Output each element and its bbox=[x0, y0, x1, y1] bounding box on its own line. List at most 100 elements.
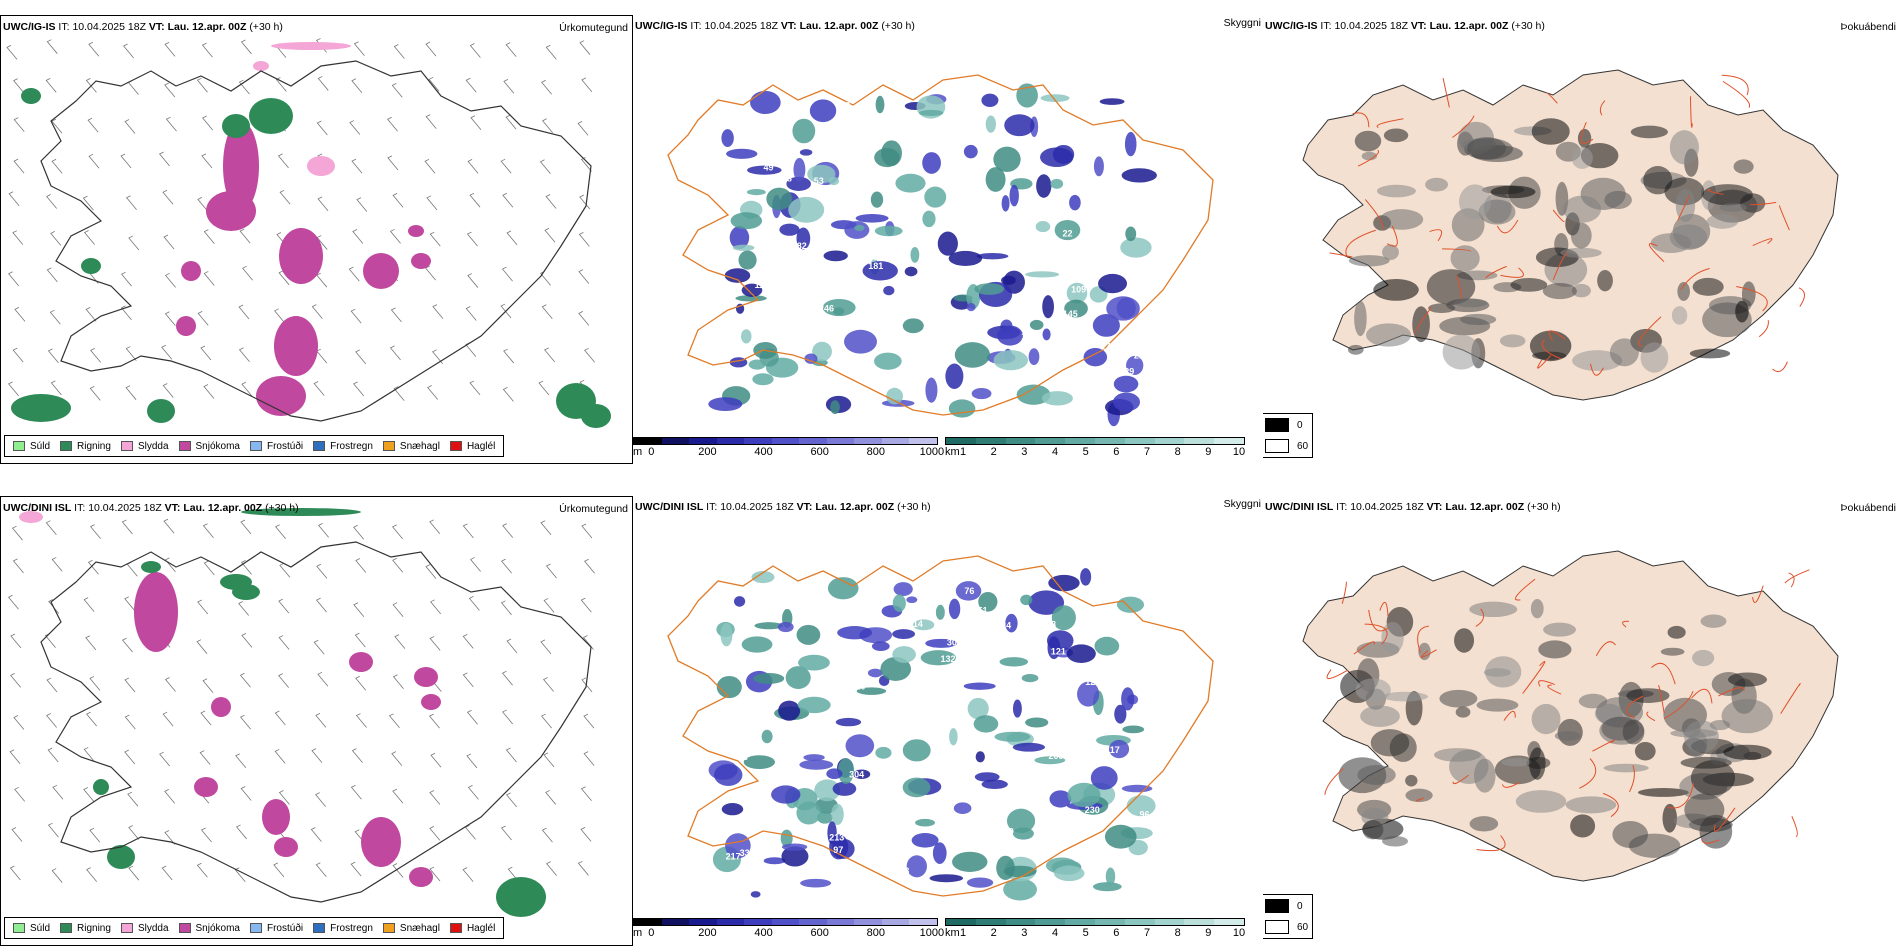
visibility-area bbox=[807, 164, 836, 184]
visibility-value: 107 bbox=[799, 773, 814, 783]
colorbar-swatch bbox=[1214, 438, 1244, 444]
legend-swatch bbox=[382, 441, 395, 451]
wind-barb bbox=[316, 348, 328, 364]
wind-barb bbox=[506, 230, 518, 246]
visibility-area bbox=[913, 619, 935, 631]
wind-barb bbox=[467, 785, 479, 800]
visibility-area bbox=[911, 833, 939, 848]
colorbar-swatch bbox=[1214, 919, 1244, 925]
fog-shade bbox=[1638, 788, 1689, 797]
wind-barb bbox=[13, 78, 25, 93]
visibility-value: 126 bbox=[788, 745, 803, 755]
iceland-outline-bottom bbox=[40, 541, 592, 903]
legend-item: Rigning bbox=[60, 923, 111, 934]
road-line bbox=[1638, 316, 1662, 347]
it-value: 10.04.2025 18Z bbox=[72, 21, 146, 33]
visibility-area bbox=[886, 387, 903, 405]
visibility-area bbox=[975, 751, 985, 763]
wind-barb bbox=[240, 519, 252, 535]
wind-barb bbox=[544, 347, 555, 363]
fog-shade bbox=[1355, 678, 1391, 702]
colorbar-swatch bbox=[744, 919, 772, 925]
precip-area bbox=[147, 399, 175, 423]
fog-swatch bbox=[1265, 418, 1289, 432]
fog-shade bbox=[1531, 118, 1570, 145]
colorbar-tick: 4 bbox=[1051, 927, 1059, 939]
precip-area bbox=[421, 694, 441, 710]
wind-barb bbox=[315, 713, 327, 728]
visibility-area bbox=[785, 666, 811, 690]
visibility-value: 73 bbox=[1075, 606, 1085, 616]
visibility-value: 110 bbox=[851, 682, 866, 692]
fog-shade bbox=[1669, 130, 1699, 165]
wind-barb bbox=[355, 713, 367, 728]
fog-shade bbox=[1455, 706, 1471, 718]
visibility-area bbox=[746, 188, 766, 196]
colorbar-tick: 400 bbox=[754, 927, 773, 939]
wind-barb bbox=[89, 676, 101, 691]
wind-barb bbox=[203, 271, 215, 286]
visibility-area bbox=[948, 250, 983, 266]
visibility-value: 217 bbox=[726, 852, 741, 862]
road-line bbox=[1420, 649, 1437, 658]
fog-shade bbox=[1373, 278, 1419, 301]
wind-barb bbox=[506, 638, 518, 654]
visibility-area bbox=[814, 779, 841, 802]
colorbar-tick: 10 bbox=[1232, 446, 1246, 458]
wind-barb bbox=[387, 155, 399, 171]
legend-swatch bbox=[13, 441, 25, 451]
colorbar-tick: 1 bbox=[959, 446, 967, 458]
fog-panel-bottom: UWC/DINI ISL IT: 10.04.2025 18Z VT: Lau.… bbox=[1263, 496, 1900, 946]
colorbar-tick: 0 bbox=[648, 927, 655, 939]
panel-title-fog: Þokuábendi bbox=[1840, 21, 1896, 33]
iceland-outline-top bbox=[40, 60, 592, 422]
wind-barb bbox=[162, 711, 174, 727]
visibility-area bbox=[1083, 347, 1108, 367]
wind-barb bbox=[500, 558, 512, 574]
colorbar-swatch bbox=[716, 438, 745, 444]
fog-shade bbox=[1741, 281, 1756, 307]
visibility-areas-bottom bbox=[708, 568, 1156, 901]
visibility-value: 145 bbox=[1063, 309, 1078, 319]
fog-shade bbox=[1542, 283, 1577, 300]
visibility-area bbox=[948, 598, 961, 620]
visibility-area bbox=[743, 755, 775, 770]
wind-barb bbox=[429, 231, 441, 247]
legend-item: Snæhagl bbox=[382, 441, 440, 452]
visibility-area bbox=[966, 877, 994, 888]
precip-area bbox=[279, 228, 323, 284]
fog-shade bbox=[1538, 640, 1572, 659]
visibility-area bbox=[826, 768, 843, 780]
visibility-value: 90 bbox=[1031, 138, 1041, 148]
wind-barb bbox=[428, 76, 440, 92]
wind-barb bbox=[316, 120, 328, 136]
road-line bbox=[1442, 77, 1450, 108]
visibility-colorbar-swatches bbox=[945, 437, 1245, 445]
wind-barb bbox=[238, 304, 250, 320]
wind-barb bbox=[235, 753, 247, 768]
visibility-area bbox=[875, 746, 892, 759]
wind-barb bbox=[159, 751, 171, 767]
visibility-area bbox=[892, 629, 916, 639]
fog-map-bottom bbox=[1302, 550, 1839, 882]
fog-shade bbox=[1382, 836, 1409, 847]
visibility-area bbox=[1001, 195, 1010, 212]
visibility-value: 218 bbox=[1134, 350, 1149, 360]
visibility-area bbox=[922, 152, 941, 174]
wind-barb bbox=[578, 269, 590, 284]
road-line bbox=[1547, 684, 1562, 695]
road-line bbox=[1496, 219, 1519, 234]
visibility-area bbox=[796, 801, 821, 825]
fog-shade bbox=[1630, 125, 1668, 139]
visibility-area bbox=[724, 268, 751, 283]
wind-barb bbox=[541, 79, 552, 95]
fog-shade bbox=[1572, 350, 1623, 372]
wind-barb bbox=[349, 120, 361, 135]
visibility-value: 124 bbox=[996, 620, 1011, 630]
wind-barb bbox=[13, 158, 25, 174]
road-line bbox=[1429, 229, 1443, 242]
visibility-area bbox=[1040, 94, 1070, 102]
header-bottom-fog: UWC/DINI ISL IT: 10.04.2025 18Z VT: Lau.… bbox=[1265, 501, 1561, 513]
fog-shade bbox=[1458, 184, 1492, 220]
fog-shade bbox=[1667, 625, 1686, 639]
